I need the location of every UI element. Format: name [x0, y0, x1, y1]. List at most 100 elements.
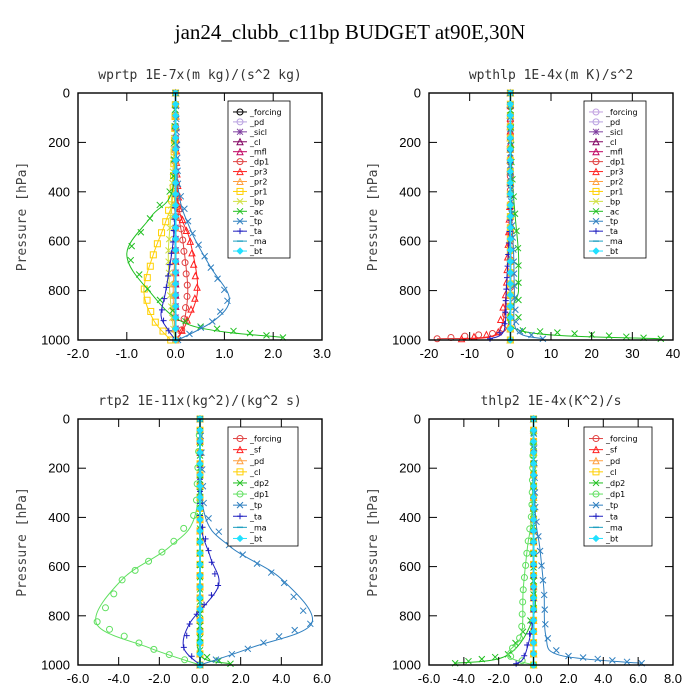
- x-tick-label: -1.0: [116, 346, 138, 361]
- series-marker: [137, 228, 145, 236]
- legend-box: [227, 100, 291, 259]
- series-marker: [534, 533, 542, 540]
- legend-label: _tp: [249, 501, 262, 510]
- figure-title: jan24_clubb_c11bp BUDGET at90E,30N: [174, 20, 526, 44]
- legend-marker: [592, 198, 600, 205]
- series-marker: [609, 657, 616, 664]
- x-tick-label: 8.0: [664, 671, 682, 686]
- series-marker: [171, 122, 180, 131]
- series-marker: [196, 583, 204, 591]
- series-marker: [518, 657, 526, 665]
- y-axis-label: Pressure [hPa]: [366, 162, 381, 272]
- series-line: [437, 93, 512, 340]
- series-marker: [196, 504, 204, 513]
- legend-label: _dp1: [605, 490, 625, 499]
- legend-label: _dp1: [249, 158, 269, 167]
- series-marker: [506, 190, 515, 198]
- series-marker: [253, 560, 261, 567]
- series-marker: [161, 295, 168, 302]
- legend-label: _pr2: [605, 178, 623, 187]
- series-marker: [203, 653, 211, 661]
- series-marker: [171, 201, 180, 209]
- series-marker: [516, 634, 524, 642]
- legend-marker: [593, 228, 599, 235]
- series-group: [93, 414, 314, 669]
- series-marker: [120, 632, 128, 640]
- series-marker: [506, 280, 515, 288]
- x-tick-label: 3.0: [313, 346, 331, 361]
- series-marker: [529, 583, 538, 591]
- series-marker: [529, 471, 538, 479]
- legend-label: _sf: [249, 446, 261, 455]
- legend-label: _forcing: [249, 435, 282, 444]
- legend-label: _ta: [249, 227, 262, 236]
- legend-marker: [236, 118, 244, 126]
- series-marker: [506, 167, 515, 176]
- legend-marker: [592, 468, 600, 476]
- x-tick-label: 20: [584, 346, 598, 361]
- series-marker: [657, 335, 665, 343]
- series-marker: [196, 493, 204, 501]
- series-marker: [529, 616, 538, 624]
- legend-label: _ma: [605, 237, 623, 246]
- series-marker: [162, 218, 170, 226]
- legend-marker: [236, 217, 244, 225]
- legend-marker: [236, 167, 244, 176]
- x-tick-label: 30: [625, 346, 639, 361]
- x-tick-label: -6.0: [418, 671, 440, 686]
- legend-marker: [592, 217, 600, 225]
- x-tick-label: 4.0: [272, 671, 290, 686]
- y-tick-label: 600: [399, 559, 421, 574]
- series-marker: [433, 335, 441, 343]
- series-marker: [135, 639, 143, 647]
- legend-label: _ta: [249, 512, 262, 521]
- series-marker: [153, 240, 161, 248]
- series-marker: [280, 579, 288, 587]
- series-marker: [605, 332, 613, 339]
- legend-label: _bt: [605, 247, 618, 256]
- x-tick-label: -10: [460, 346, 479, 361]
- y-tick-label: 400: [48, 510, 70, 525]
- series-marker: [506, 145, 515, 153]
- y-tick-label: 0: [414, 86, 421, 101]
- x-tick-label: 2.0: [264, 346, 282, 361]
- series-marker: [196, 549, 204, 557]
- y-tick-label: 1000: [41, 333, 70, 348]
- series-line: [175, 92, 230, 341]
- series-marker: [145, 557, 153, 565]
- series-marker: [503, 274, 510, 281]
- legend-marker: [236, 198, 244, 205]
- x-tick-label: 2.0: [559, 671, 577, 686]
- y-tick-label: 400: [399, 184, 421, 199]
- series-marker: [166, 188, 174, 195]
- series-marker: [171, 179, 180, 187]
- series-marker: [118, 576, 126, 584]
- series-marker: [181, 205, 188, 213]
- series-marker: [171, 111, 180, 120]
- legend-marker: [592, 490, 600, 498]
- series-marker: [506, 325, 515, 333]
- legend-label: _ma: [249, 237, 267, 246]
- series-marker: [506, 212, 515, 221]
- series-marker: [196, 538, 204, 546]
- series-marker: [93, 618, 101, 626]
- legend-label: _tp: [249, 217, 262, 226]
- series-marker: [144, 285, 152, 293]
- legend-marker: [592, 207, 600, 215]
- y-axis-label: Pressure [hPa]: [15, 162, 30, 272]
- series-marker: [215, 582, 222, 589]
- x-tick-label: -20: [420, 346, 439, 361]
- series-marker: [202, 535, 209, 542]
- legend-label: _tp: [605, 217, 618, 226]
- legend-marker: [592, 187, 600, 195]
- series-marker: [171, 302, 180, 311]
- series-marker: [529, 594, 538, 602]
- series-marker: [146, 262, 154, 270]
- series-marker: [529, 627, 538, 636]
- series-marker: [518, 622, 526, 630]
- series-marker: [230, 327, 237, 335]
- series-marker: [196, 616, 204, 624]
- legend-label: _pd: [249, 118, 264, 127]
- series-marker: [196, 594, 204, 602]
- series-marker: [183, 632, 190, 639]
